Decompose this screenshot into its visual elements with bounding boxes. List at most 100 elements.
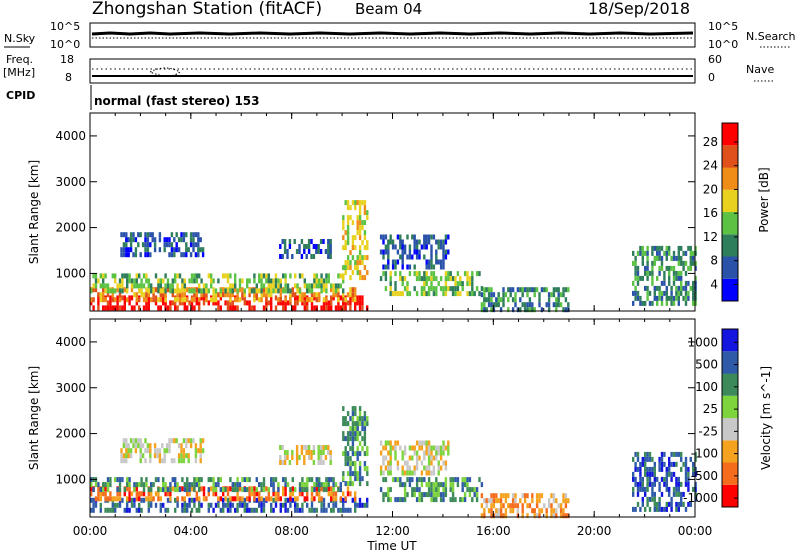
heatmap-cell — [181, 300, 184, 306]
heatmap-cell — [425, 239, 428, 245]
heatmap-cell — [320, 288, 323, 294]
heatmap-cell — [258, 278, 261, 284]
heatmap-cell — [135, 486, 138, 492]
heatmap-cell — [471, 286, 474, 292]
heatmap-cell — [354, 245, 357, 251]
heatmap-cell — [634, 270, 637, 276]
heatmap-cell — [319, 445, 323, 450]
heatmap-cell — [658, 255, 661, 261]
heatmap-cell — [641, 300, 644, 306]
heatmap-cell — [118, 297, 122, 303]
heatmap-cell — [349, 250, 352, 256]
heatmap-cell — [104, 273, 107, 279]
heatmap-cell — [358, 305, 362, 311]
heatmap-cell — [389, 470, 392, 476]
heatmap-cell — [325, 305, 328, 311]
heatmap-cell — [423, 440, 426, 446]
heatmap-cell — [550, 503, 553, 509]
heatmap-cell — [519, 287, 522, 293]
heatmap-cell — [660, 451, 664, 457]
heatmap-cell — [495, 302, 498, 308]
heatmap-cell — [169, 491, 172, 497]
heatmap-cell — [632, 250, 635, 256]
heatmap-cell — [234, 283, 237, 289]
heatmap-cell — [339, 273, 342, 279]
heatmap-cell — [274, 288, 278, 294]
heatmap-cell — [680, 481, 683, 487]
heatmap-cell — [187, 247, 190, 253]
heatmap-cell — [231, 292, 234, 298]
heatmap-cell — [279, 287, 282, 293]
heatmap-cell — [149, 252, 152, 258]
heatmap-cell — [535, 513, 539, 519]
heatmap-cell — [241, 487, 244, 493]
heatmap-cell — [277, 297, 280, 303]
heatmap-cell — [487, 297, 491, 303]
heatmap-cell — [310, 455, 313, 460]
heatmap-cell — [322, 482, 326, 488]
heatmap-cell — [322, 305, 326, 311]
heatmap-cell — [147, 487, 150, 493]
heatmap-cell — [307, 445, 311, 450]
heatmap-cell — [694, 265, 697, 271]
heatmap-cell — [490, 292, 493, 298]
heatmap-cell — [342, 215, 345, 221]
heatmap-cell — [114, 507, 117, 513]
heatmap-cell — [535, 503, 539, 509]
heatmap-cell — [663, 481, 666, 487]
heatmap-cell — [511, 508, 515, 514]
heatmap-cell — [487, 508, 491, 514]
heatmap-cell — [356, 220, 359, 226]
heatmap-cell — [687, 265, 690, 271]
heatmap-cell — [186, 487, 189, 493]
heatmap-cell — [351, 431, 355, 437]
heatmap-cell — [260, 292, 263, 298]
heatmap-cell — [318, 482, 321, 488]
heatmap-cell — [502, 287, 505, 293]
heatmap-cell — [310, 300, 314, 306]
heatmap-cell — [92, 283, 95, 289]
heatmap-cell — [325, 297, 328, 303]
heatmap-cell — [217, 278, 220, 284]
heatmap-cell — [306, 477, 309, 483]
heatmap-cell — [406, 281, 409, 287]
heatmap-cell — [396, 497, 400, 503]
heatmap-cell — [140, 477, 143, 483]
heatmap-cell — [641, 260, 644, 266]
heatmap-cell — [379, 276, 383, 282]
heatmap-cell — [653, 295, 656, 301]
heatmap-cell — [157, 496, 160, 502]
heatmap-region — [379, 477, 484, 503]
heatmap-cell — [475, 492, 479, 498]
heatmap-cell — [197, 448, 200, 454]
heatmap-cell — [127, 237, 130, 243]
heatmap-cell — [495, 508, 498, 514]
heatmap-cell — [646, 481, 649, 487]
heatmap-cell — [391, 239, 395, 245]
heatmap-cell — [111, 292, 114, 298]
heatmap-cell — [147, 288, 150, 294]
heatmap-cell — [689, 250, 692, 256]
heatmap-cell — [310, 305, 314, 311]
heatmap-cell — [306, 300, 309, 306]
colorbar-tick-label: 12 — [703, 230, 718, 244]
heatmap-cell — [492, 498, 496, 504]
heatmap-cell — [106, 305, 110, 311]
heatmap-cell — [194, 458, 198, 464]
heatmap-cell — [680, 456, 683, 462]
heatmap-cell — [471, 291, 474, 297]
heatmap-cell — [401, 455, 404, 461]
heatmap-cell — [396, 291, 400, 297]
heatmap-cell — [234, 287, 237, 293]
heatmap-cell — [387, 497, 390, 503]
heatmap-cell — [437, 482, 440, 488]
heatmap-cell — [150, 482, 153, 488]
heatmap-cell — [648, 476, 652, 482]
heatmap-region — [279, 445, 332, 465]
heatmap-cell — [207, 502, 210, 508]
colorbar-tick-label: 16 — [703, 206, 718, 220]
heatmap-cell — [243, 477, 246, 483]
heatmap-cell — [430, 482, 433, 488]
heatmap-cell — [159, 507, 162, 513]
heatmap-cell — [634, 285, 637, 291]
